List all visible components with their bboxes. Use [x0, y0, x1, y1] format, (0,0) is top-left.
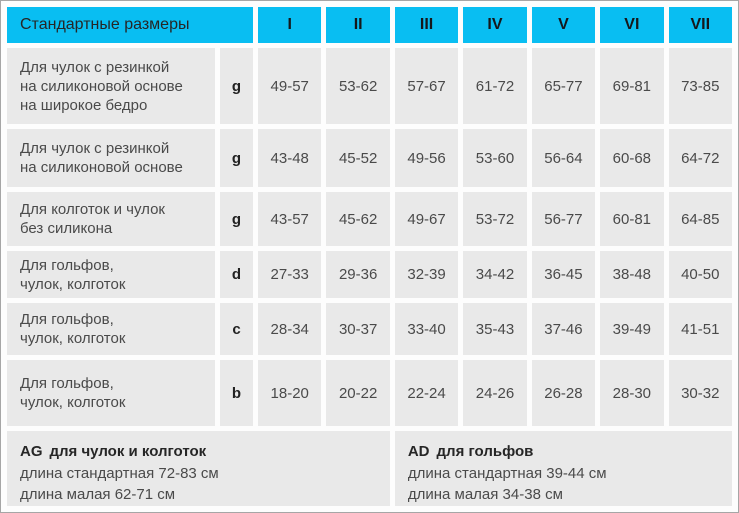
size-value: 57-67: [394, 48, 459, 124]
size-value: 56-77: [531, 192, 596, 246]
size-value: 28-30: [600, 360, 664, 426]
size-value: 69-81: [600, 48, 664, 124]
size-value: 30-37: [326, 303, 390, 355]
size-value: 64-85: [668, 192, 732, 246]
size-value: 29-36: [326, 251, 390, 298]
row-label: Для гольфов, чулок, колготок: [7, 303, 215, 355]
size-value: 33-40: [394, 303, 459, 355]
note-ad-title: AD для гольфов: [408, 441, 732, 462]
note-ag-code: AG: [20, 443, 43, 460]
size-value: 60-68: [600, 129, 664, 187]
size-value: 53-60: [463, 129, 527, 187]
column-header-IV: IV: [463, 7, 527, 43]
size-value: 53-72: [463, 192, 527, 246]
size-chart-grid: Стандартные размеры I II III IV V VI VII…: [7, 7, 732, 506]
size-value: 18-20: [258, 360, 322, 426]
column-header-II: II: [326, 7, 390, 43]
size-value: 22-24: [394, 360, 459, 426]
size-value: 61-72: [463, 48, 527, 124]
measure-letter: g: [220, 192, 253, 246]
note-ag-short-length: длина малая 62-71 см: [20, 486, 176, 503]
size-value: 38-48: [600, 251, 664, 298]
size-value: 65-77: [531, 48, 596, 124]
size-value: 60-81: [600, 192, 664, 246]
note-ag-standard-length: длина стандартная 72-83 см: [20, 465, 219, 482]
size-value: 20-22: [326, 360, 390, 426]
size-value: 41-51: [668, 303, 732, 355]
measure-letter: c: [220, 303, 253, 355]
size-value: 37-46: [531, 303, 596, 355]
row-label: Для гольфов, чулок, колготок: [7, 360, 215, 426]
size-value: 45-62: [326, 192, 390, 246]
size-value: 34-42: [463, 251, 527, 298]
size-value: 64-72: [668, 129, 732, 187]
measure-letter: b: [220, 360, 253, 426]
column-header-I: I: [258, 7, 322, 43]
size-value: 30-32: [668, 360, 732, 426]
size-value: 43-57: [258, 192, 322, 246]
size-value: 32-39: [394, 251, 459, 298]
size-value: 39-49: [600, 303, 664, 355]
size-value: 53-62: [326, 48, 390, 124]
size-value: 40-50: [668, 251, 732, 298]
size-value: 56-64: [531, 129, 596, 187]
column-header-VII: VII: [668, 7, 732, 43]
size-value: 49-67: [394, 192, 459, 246]
row-label: Для чулок с резинкой на силиконовой осно…: [7, 48, 215, 124]
size-value: 49-57: [258, 48, 322, 124]
column-header-V: V: [531, 7, 596, 43]
size-value: 45-52: [326, 129, 390, 187]
row-label: Для гольфов, чулок, колготок: [7, 251, 215, 298]
size-value: 43-48: [258, 129, 322, 187]
size-value: 28-34: [258, 303, 322, 355]
column-header-III: III: [394, 7, 459, 43]
size-value: 49-56: [394, 129, 459, 187]
table-title: Стандартные размеры: [7, 7, 253, 43]
size-value: 24-26: [463, 360, 527, 426]
size-value: 26-28: [531, 360, 596, 426]
note-ad-code: AD: [407, 443, 430, 460]
size-value: 36-45: [531, 251, 596, 298]
row-label: Для колготок и чулок без силикона: [7, 192, 215, 246]
note-ad: AD для гольфов длина стандартная 39-44 см…: [394, 431, 732, 506]
note-ag-name: для чулок и колготок: [49, 443, 207, 460]
measure-letter: g: [220, 129, 253, 187]
note-ag: AG для чулок и колготок длина стандартная…: [7, 431, 390, 506]
size-value: 27-33: [258, 251, 322, 298]
row-label: Для чулок с резинкой на силиконовой осно…: [7, 129, 215, 187]
note-ad-short-length: длина малая 34-38 см: [407, 486, 563, 503]
measure-letter: d: [220, 251, 253, 298]
note-ad-standard-length: длина стандартная 39-44 см: [407, 465, 607, 482]
note-ag-title: AG для чулок и колготок: [20, 441, 390, 462]
measure-letter: g: [220, 48, 253, 124]
size-value: 73-85: [668, 48, 732, 124]
note-ad-name: для гольфов: [436, 443, 534, 460]
column-header-VI: VI: [600, 7, 664, 43]
size-value: 35-43: [463, 303, 527, 355]
